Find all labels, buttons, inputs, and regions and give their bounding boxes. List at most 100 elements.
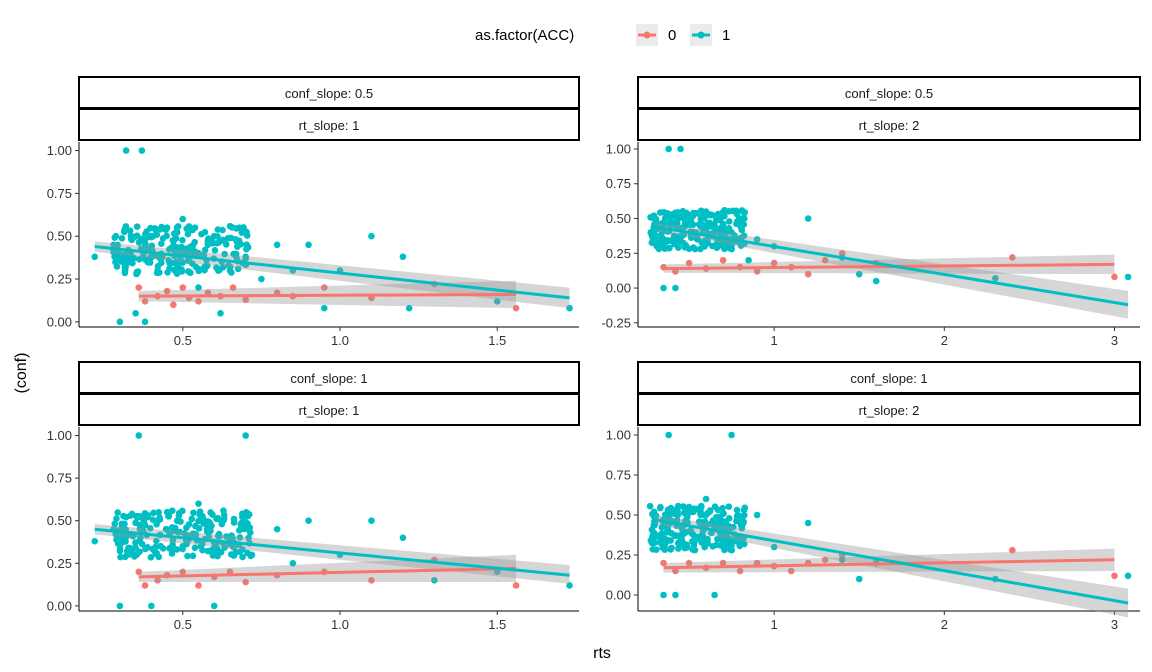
- data-point-cloud: [125, 544, 132, 552]
- facet-strip: [78, 361, 580, 394]
- data-point-cloud: [246, 524, 254, 531]
- x-tick-label: 1.5: [488, 333, 506, 348]
- x-tick-label: 0.5: [174, 617, 192, 632]
- data-point-cloud: [243, 241, 250, 248]
- x-tick-label: 0.5: [174, 333, 192, 348]
- data-point: [493, 298, 501, 305]
- facet-strip-label: conf_slope: 1: [850, 371, 927, 386]
- data-point: [660, 284, 667, 292]
- data-point-cloud: [659, 235, 667, 242]
- data-point-cloud: [162, 525, 170, 533]
- data-point-cloud: [674, 215, 682, 222]
- data-point-cloud: [118, 258, 125, 265]
- data-point-cloud: [199, 546, 206, 554]
- x-tick-label: 3: [1111, 333, 1118, 348]
- data-point: [702, 208, 710, 215]
- data-point: [368, 232, 375, 240]
- data-point: [138, 147, 146, 154]
- data-point-cloud: [147, 524, 154, 532]
- data-point-cloud: [185, 268, 192, 275]
- data-point-cloud: [702, 512, 709, 519]
- data-point-cloud: [171, 524, 179, 532]
- data-point-cloud: [727, 546, 734, 553]
- facet-strip-label: conf_slope: 0.5: [285, 86, 373, 101]
- data-point-cloud: [173, 270, 181, 278]
- data-point: [566, 304, 573, 312]
- data-point-cloud: [667, 546, 675, 553]
- data-point-cloud: [122, 223, 130, 230]
- data-point-cloud: [648, 239, 656, 247]
- data-point-cloud: [135, 548, 142, 556]
- data-point: [992, 275, 999, 282]
- data-point-cloud: [153, 537, 160, 545]
- data-point-cloud: [236, 548, 244, 556]
- data-point: [305, 517, 312, 525]
- data-point-cloud: [245, 511, 253, 518]
- panel-bottom-left: conf_slope: 1 rt_slope: 1 0.00 0.25 0.50 0.75…: [47, 361, 580, 632]
- data-point-cloud: [203, 525, 211, 533]
- data-point-cloud: [184, 552, 191, 560]
- data-point: [728, 229, 735, 236]
- data-point-cloud: [151, 225, 159, 232]
- data-point: [566, 582, 573, 589]
- data-point: [242, 432, 249, 439]
- y-tick-label: 0.25: [47, 556, 72, 571]
- data-point-cloud: [738, 226, 746, 234]
- panel-top-left: conf_slope: 0.5 rt_slope: 1 0.00 0.25 0.50 0.…: [47, 76, 580, 348]
- data-point: [195, 500, 202, 507]
- data-point: [135, 568, 143, 576]
- data-point-cloud: [701, 237, 709, 244]
- data-point-cloud: [165, 256, 172, 264]
- data-point-cloud: [725, 208, 733, 215]
- x-tick-label: 2: [941, 617, 948, 632]
- data-point-cloud: [714, 519, 722, 527]
- data-point-cloud: [235, 527, 243, 534]
- data-point-cloud: [156, 516, 164, 523]
- data-point-cloud: [243, 232, 251, 239]
- data-point-cloud: [739, 514, 746, 521]
- data-point: [226, 267, 234, 274]
- legend-label-1: 1: [722, 27, 730, 44]
- data-point-cloud: [702, 537, 709, 544]
- data-point-cloud: [141, 521, 149, 529]
- data-point-cloud: [668, 529, 675, 537]
- y-tick-label: 0.50: [47, 229, 72, 244]
- data-point-cloud: [183, 225, 190, 232]
- facet-strip: [637, 108, 1141, 141]
- data-point: [672, 591, 679, 599]
- y-tick-label: 0.75: [47, 186, 72, 201]
- data-point-cloud: [149, 516, 157, 524]
- data-point: [719, 519, 727, 527]
- data-point-cloud: [656, 209, 664, 216]
- data-point-cloud: [129, 533, 137, 540]
- data-point-cloud: [670, 510, 678, 518]
- data-point: [185, 250, 193, 257]
- y-tick-label: 0.00: [47, 598, 72, 613]
- data-point-cloud: [230, 250, 237, 258]
- data-point: [685, 559, 693, 567]
- legend: as.factor(ACC) 0 1: [475, 24, 730, 46]
- data-point: [320, 304, 328, 312]
- data-point: [685, 259, 693, 267]
- regression-line: [654, 518, 1129, 605]
- data-point-cloud: [239, 553, 246, 561]
- data-point-cloud: [133, 223, 141, 230]
- data-point: [1009, 254, 1016, 261]
- data-point-cloud: [188, 515, 196, 523]
- data-point-cloud: [729, 523, 737, 531]
- data-point: [179, 215, 187, 223]
- data-point: [672, 284, 679, 292]
- data-point-cloud: [132, 539, 139, 547]
- data-point-cloud: [189, 552, 197, 560]
- data-point: [736, 567, 744, 575]
- data-point-cloud: [222, 241, 230, 248]
- data-point-cloud: [683, 544, 691, 551]
- data-point: [229, 284, 237, 291]
- data-point: [855, 575, 863, 583]
- data-point: [305, 241, 312, 249]
- data-point-cloud: [648, 526, 656, 534]
- facet-strip: [637, 361, 1141, 394]
- data-point: [711, 591, 718, 599]
- facet-strip-label: conf_slope: 0.5: [845, 86, 933, 101]
